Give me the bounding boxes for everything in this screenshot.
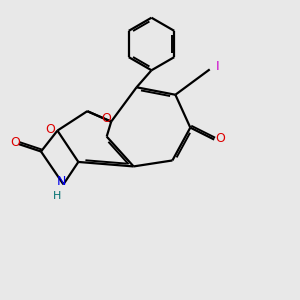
Text: N: N — [57, 175, 67, 188]
Text: O: O — [101, 112, 111, 124]
Text: O: O — [215, 132, 225, 145]
Text: H: H — [53, 191, 61, 201]
Text: O: O — [45, 123, 55, 136]
Text: I: I — [215, 61, 219, 74]
Text: O: O — [10, 136, 20, 149]
